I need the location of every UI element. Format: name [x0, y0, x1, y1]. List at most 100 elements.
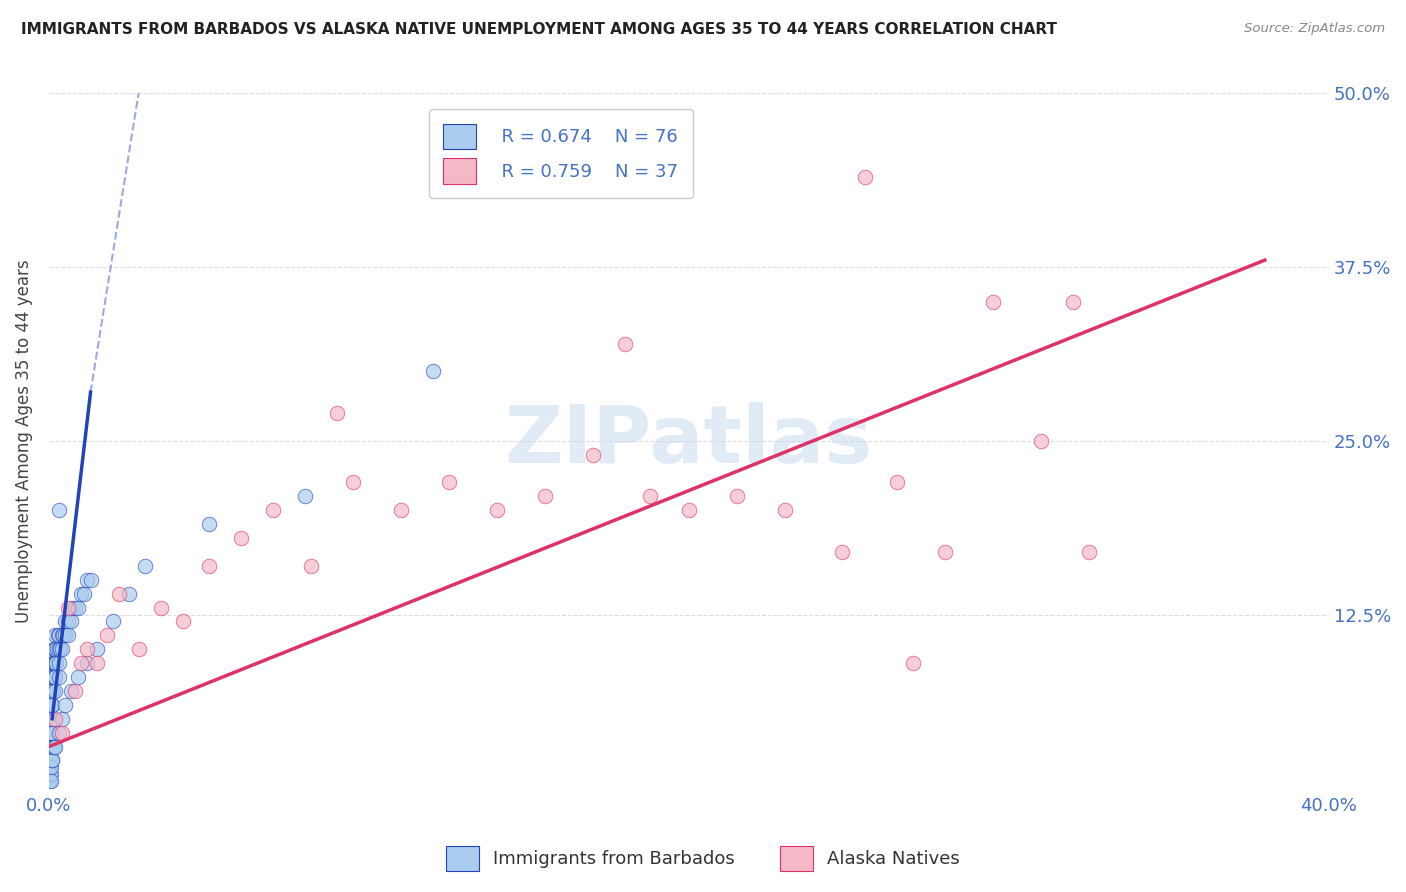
- Point: [38, 767, 60, 781]
- Point: [44, 684, 66, 698]
- Point: [46, 642, 69, 657]
- Point: [53, 698, 76, 712]
- Point: [48, 503, 70, 517]
- Point: [39, 767, 62, 781]
- Point: [1062, 294, 1084, 309]
- Point: [63, 684, 86, 698]
- Point: [48, 656, 70, 670]
- Text: ZIPatlas: ZIPatlas: [505, 401, 873, 480]
- Point: [48, 725, 70, 739]
- Point: [422, 364, 444, 378]
- Point: [51, 642, 73, 657]
- Point: [42, 656, 65, 670]
- Point: [41, 712, 63, 726]
- Point: [41, 725, 63, 739]
- Point: [48, 642, 70, 657]
- Point: [1029, 434, 1052, 448]
- Point: [229, 531, 252, 545]
- Point: [39, 739, 62, 754]
- Point: [66, 670, 89, 684]
- Point: [63, 600, 86, 615]
- Point: [39, 754, 62, 768]
- Point: [42, 739, 65, 754]
- Point: [51, 628, 73, 642]
- Point: [886, 475, 908, 490]
- Point: [42, 642, 65, 657]
- Point: [134, 558, 156, 573]
- Point: [42, 670, 65, 684]
- Point: [41, 712, 63, 726]
- Point: [39, 774, 62, 789]
- Point: [38, 767, 60, 781]
- Point: [46, 628, 69, 642]
- Point: [294, 489, 316, 503]
- Point: [73, 587, 96, 601]
- Point: [39, 774, 62, 789]
- Point: [51, 725, 73, 739]
- Point: [1077, 545, 1099, 559]
- Point: [149, 600, 172, 615]
- Point: [39, 739, 62, 754]
- Point: [56, 600, 79, 615]
- Point: [262, 503, 284, 517]
- Point: [66, 600, 89, 615]
- Point: [44, 712, 66, 726]
- Point: [831, 545, 853, 559]
- Point: [44, 642, 66, 657]
- Point: [853, 169, 876, 184]
- Point: [44, 739, 66, 754]
- Legend:   R = 0.674    N = 76,   R = 0.759    N = 37: R = 0.674 N = 76, R = 0.759 N = 37: [429, 110, 693, 198]
- Point: [39, 760, 62, 774]
- Point: [678, 503, 700, 517]
- Point: [44, 642, 66, 657]
- Point: [39, 760, 62, 774]
- Point: [41, 684, 63, 698]
- Point: [299, 558, 322, 573]
- Point: [773, 503, 796, 517]
- Point: [41, 754, 63, 768]
- Point: [342, 475, 364, 490]
- Text: IMMIGRANTS FROM BARBADOS VS ALASKA NATIVE UNEMPLOYMENT AMONG AGES 35 TO 44 YEARS: IMMIGRANTS FROM BARBADOS VS ALASKA NATIV…: [21, 22, 1057, 37]
- Point: [48, 628, 70, 642]
- Point: [53, 628, 76, 642]
- Point: [39, 754, 62, 768]
- Point: [44, 656, 66, 670]
- Point: [198, 517, 221, 532]
- Point: [198, 558, 221, 573]
- Point: [44, 628, 66, 642]
- Point: [48, 670, 70, 684]
- Point: [53, 615, 76, 629]
- Point: [934, 545, 956, 559]
- Point: [326, 406, 349, 420]
- Point: [725, 489, 748, 503]
- Point: [96, 628, 118, 642]
- Point: [60, 600, 83, 615]
- Point: [389, 503, 412, 517]
- Point: [41, 656, 63, 670]
- Legend: Immigrants from Barbados, Alaska Natives: Immigrants from Barbados, Alaska Natives: [439, 838, 967, 879]
- Point: [42, 670, 65, 684]
- Point: [56, 628, 79, 642]
- Point: [39, 725, 62, 739]
- Point: [44, 670, 66, 684]
- Point: [60, 615, 83, 629]
- Point: [79, 573, 101, 587]
- Point: [118, 587, 141, 601]
- Point: [41, 754, 63, 768]
- Point: [108, 587, 131, 601]
- Point: [485, 503, 508, 517]
- Point: [42, 684, 65, 698]
- Point: [56, 615, 79, 629]
- Point: [41, 670, 63, 684]
- Point: [42, 656, 65, 670]
- Point: [582, 448, 605, 462]
- Point: [45, 656, 67, 670]
- Point: [613, 336, 636, 351]
- Point: [70, 587, 93, 601]
- Point: [76, 642, 98, 657]
- Point: [41, 698, 63, 712]
- Point: [60, 684, 83, 698]
- Point: [39, 725, 62, 739]
- Point: [172, 615, 194, 629]
- Point: [437, 475, 460, 490]
